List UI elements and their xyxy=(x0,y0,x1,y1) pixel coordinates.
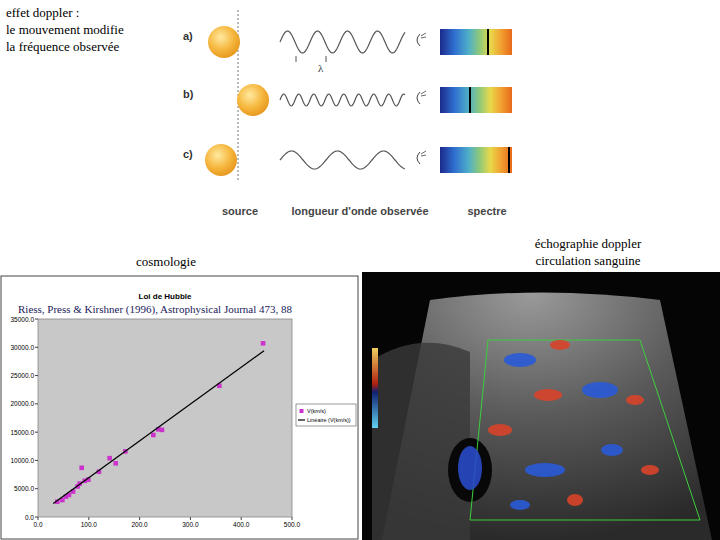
wave xyxy=(280,31,405,53)
eye-lash xyxy=(421,33,426,38)
spectral-line xyxy=(487,29,489,55)
header-line: la fréquence observée xyxy=(6,39,120,54)
y-tick xyxy=(35,403,38,404)
row-label: a) xyxy=(183,30,193,42)
row-label: b) xyxy=(183,88,194,100)
y-tick xyxy=(35,375,38,376)
diagram-footer: source xyxy=(222,205,258,217)
lambda: λ xyxy=(318,62,324,74)
x-tick-label: 500.0 xyxy=(284,521,301,528)
wave xyxy=(280,94,405,106)
source-ball xyxy=(237,84,269,116)
x-tick xyxy=(292,517,293,520)
x-tick-label: 300.0 xyxy=(182,521,199,528)
x-tick xyxy=(139,517,140,520)
lambda-tick xyxy=(326,56,327,62)
source-ball xyxy=(208,26,240,58)
doppler-flow xyxy=(458,446,482,490)
doppler-flow xyxy=(601,444,623,456)
point xyxy=(113,461,118,466)
point xyxy=(79,465,84,470)
legend-swatch xyxy=(298,419,305,420)
y-tick-label: 15000.0 xyxy=(11,429,35,436)
eye xyxy=(417,92,420,104)
doppler-flow xyxy=(641,465,659,475)
chart-title: Loi de Hubble xyxy=(139,292,192,301)
caption: échographie doppler xyxy=(535,236,642,251)
y-tick-label: 25000.0 xyxy=(11,372,35,379)
y-tick-label: 5000.0 xyxy=(14,485,34,492)
x-tick-label: 400.0 xyxy=(233,521,250,528)
x-tick-label: 100.0 xyxy=(81,521,98,528)
lambda-tick xyxy=(296,56,297,62)
y-tick-label: 35000.0 xyxy=(11,316,35,323)
slide: effet doppler : le mouvement modifie la fr… xyxy=(0,0,720,540)
point xyxy=(151,433,156,438)
doppler-box xyxy=(470,340,700,520)
spectrum xyxy=(440,147,512,173)
diagram-footer: longueur d'onde observée xyxy=(291,205,428,217)
doppler-flow xyxy=(525,463,565,477)
y-tick xyxy=(35,432,38,433)
doppler-flow xyxy=(534,389,562,401)
y-tick-label: 20000.0 xyxy=(11,400,35,407)
x-tick-label: 200.0 xyxy=(131,521,148,528)
y-tick xyxy=(35,460,38,461)
y-tick xyxy=(35,347,38,348)
x-tick xyxy=(190,517,191,520)
spectral-line xyxy=(469,87,471,113)
point xyxy=(261,341,266,346)
wave xyxy=(280,151,405,169)
caption: cosmologie xyxy=(136,254,196,269)
ultrasound-bg xyxy=(362,272,720,540)
header-line: effet doppler : xyxy=(6,5,79,20)
y-tick xyxy=(35,319,38,320)
legend-label: V(km/s) xyxy=(307,408,326,414)
doppler-flow xyxy=(504,353,536,367)
doppler-flow xyxy=(488,424,512,436)
point xyxy=(107,456,112,461)
ultrasound-shadow xyxy=(372,343,470,540)
doppler-flow xyxy=(582,382,618,398)
doppler-flow xyxy=(550,340,570,350)
source-ball xyxy=(205,144,237,176)
spectrum xyxy=(440,87,512,113)
y-tick-label: 30000.0 xyxy=(11,344,35,351)
header-line: le mouvement modifie xyxy=(6,22,124,37)
diagram-bg xyxy=(175,0,515,222)
trend-line xyxy=(53,351,264,504)
row-label: c) xyxy=(183,148,193,160)
ultrasound-colorbar xyxy=(372,348,378,428)
y-tick-label: 10000.0 xyxy=(11,457,35,464)
doppler-flow xyxy=(510,500,530,510)
legend-box xyxy=(296,404,356,426)
doppler-flow xyxy=(567,494,583,506)
x-tick xyxy=(241,517,242,520)
ultrasound-cavity xyxy=(448,438,492,502)
eye xyxy=(417,152,420,164)
y-tick-label: 0.0 xyxy=(25,514,34,521)
caption: circulation sanguine xyxy=(535,253,640,268)
legend-swatch xyxy=(300,409,304,413)
plot-area xyxy=(38,319,292,517)
diagram-footer: spectre xyxy=(467,205,506,217)
y-tick xyxy=(35,488,38,489)
canvas: effet doppler : le mouvement modifie la fr… xyxy=(0,0,720,540)
x-tick xyxy=(88,517,89,520)
chart-frame xyxy=(1,276,358,539)
eye-lash xyxy=(421,151,426,156)
eye xyxy=(417,34,420,46)
eye-lash xyxy=(421,91,426,96)
spectrum xyxy=(440,29,512,55)
point xyxy=(160,428,165,433)
plot-marks xyxy=(53,341,265,504)
legend-label: Linéaire (V(km/s)) xyxy=(307,417,351,423)
doppler-flow xyxy=(626,395,644,405)
annotation: Riess, Press & Kirshner (1996), Astrophy… xyxy=(18,303,293,316)
x-tick-label: 0.0 xyxy=(33,521,42,528)
x-tick xyxy=(38,517,39,520)
spectral-line xyxy=(508,147,510,173)
